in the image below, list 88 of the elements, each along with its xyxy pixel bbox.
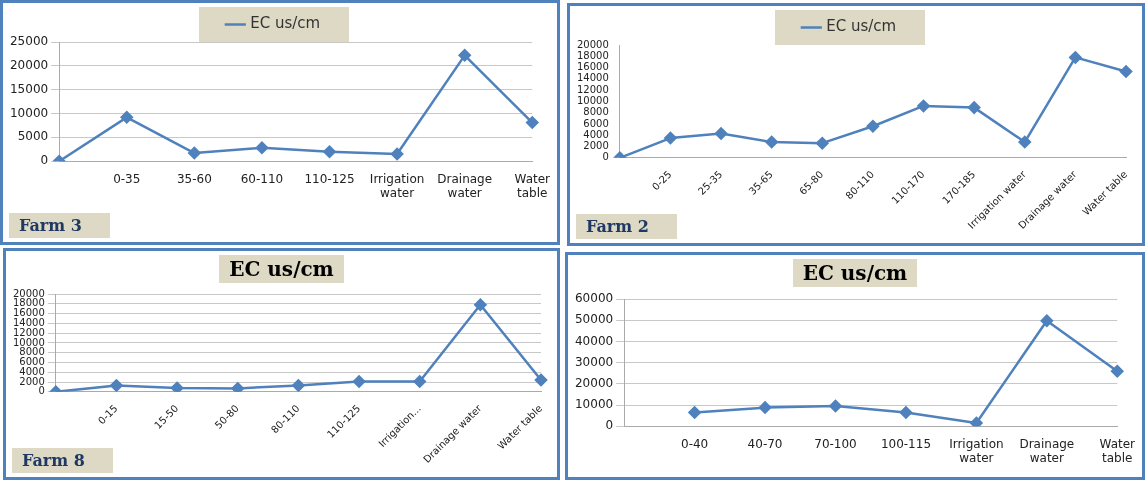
y-tick-label: 2000 — [19, 375, 45, 387]
point — [688, 406, 701, 419]
y-tick-label: 30000 — [574, 354, 614, 369]
y-tick-label: 10000 — [9, 105, 49, 120]
y-tick-label: 14000 — [13, 316, 45, 328]
y-tick-label: 10000 — [577, 95, 609, 106]
point — [188, 146, 201, 160]
x-tick-label: Water table — [514, 171, 551, 200]
y-tick-label: 6000 — [583, 117, 609, 129]
y-tick-label: 8000 — [583, 106, 609, 118]
point — [1111, 364, 1124, 378]
x-tick-label: 60-110 — [240, 171, 284, 186]
y-tick-label: 20000 — [574, 375, 614, 390]
point — [758, 401, 772, 414]
y-tick-label: 0 — [40, 153, 49, 168]
x-tick-label: 0-35 — [113, 171, 141, 186]
point — [816, 136, 829, 150]
point — [390, 147, 404, 161]
point — [534, 373, 548, 387]
y-tick-label: 18000 — [13, 297, 45, 309]
point — [917, 99, 930, 113]
x-tick-label: Drainage water — [1019, 436, 1075, 465]
y-tick-label: 0 — [602, 151, 609, 163]
point — [899, 406, 913, 419]
point — [255, 141, 269, 155]
point — [413, 375, 426, 388]
y-tick-label: 15000 — [9, 81, 49, 96]
chart-title: EC us/cm — [219, 255, 344, 283]
y-tick-label: 10000 — [574, 397, 614, 412]
y-tick-label: 20000 — [577, 38, 609, 50]
point — [323, 145, 336, 158]
y-tick-label: 12000 — [13, 326, 45, 338]
point — [352, 375, 366, 388]
y-tick-label: 20000 — [13, 287, 45, 299]
text: Farm 3 — [9, 213, 110, 238]
point — [765, 135, 778, 149]
y-tick-label: 16000 — [13, 307, 45, 319]
y-tick-label: 5000 — [17, 129, 49, 144]
text: Farm 8 — [12, 448, 113, 473]
y-tick-label: 20000 — [9, 57, 49, 72]
point — [866, 119, 880, 133]
y-tick-label: 12000 — [577, 83, 609, 95]
point — [714, 127, 728, 140]
point — [120, 111, 134, 124]
y-tick-label: 2000 — [583, 140, 609, 152]
y-tick-label: 0 — [605, 418, 614, 433]
y-tick-label: 16000 — [577, 61, 609, 73]
point — [110, 379, 123, 392]
y-tick-label: 60000 — [574, 291, 614, 306]
point — [231, 382, 245, 392]
point — [170, 381, 184, 392]
point — [829, 399, 842, 413]
point — [1040, 314, 1054, 328]
x-tick-label: 70-100 — [814, 436, 857, 451]
legend-label: EC us/cm — [826, 17, 897, 36]
point — [970, 416, 983, 427]
x-tick-label: 110-125 — [304, 171, 355, 186]
point — [967, 101, 981, 114]
x-tick-label: Drainage water — [437, 171, 493, 200]
point — [526, 116, 539, 129]
y-tick-label: 14000 — [577, 72, 609, 84]
x-tick-label: 35-60 — [176, 171, 212, 186]
x-tick-label: 40-70 — [747, 436, 783, 451]
chart-title: EC us/cm — [792, 259, 918, 287]
y-tick-label: 4000 — [19, 365, 45, 377]
point — [1069, 51, 1082, 64]
y-tick-label: 0 — [38, 385, 45, 397]
y-tick-label: 18000 — [577, 49, 609, 61]
y-tick-label: 6000 — [19, 356, 45, 368]
y-tick-label: 10000 — [13, 336, 45, 348]
legend-label: EC us/cm — [250, 14, 321, 33]
y-tick-label: 50000 — [574, 312, 614, 327]
text: Farm 2 — [576, 214, 677, 239]
y-tick-label: 25000 — [9, 34, 49, 49]
y-tick-label: 40000 — [574, 333, 614, 348]
x-tick-label: 100-115 — [880, 436, 932, 451]
point — [474, 298, 487, 312]
point — [664, 131, 677, 145]
x-tick-label: 0-40 — [681, 436, 709, 451]
point — [458, 49, 471, 62]
y-tick-label: 4000 — [583, 128, 609, 140]
x-tick-label: Irrigation water — [949, 436, 1004, 465]
point — [1018, 135, 1032, 149]
point — [1119, 65, 1133, 78]
point — [292, 379, 305, 392]
x-tick-label: Water table — [1099, 436, 1136, 465]
x-tick-label: Irrigation water — [369, 171, 425, 200]
y-tick-label: 8000 — [19, 346, 45, 358]
